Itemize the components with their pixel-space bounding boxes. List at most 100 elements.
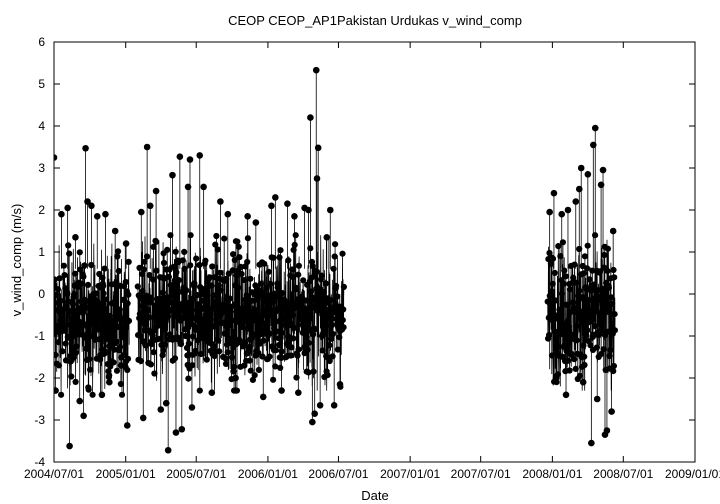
data-point-dense [249,376,256,383]
data-point-dense [208,282,215,289]
data-point-dense [202,257,209,264]
data-point-dense [191,280,198,287]
data-point-dense [289,273,296,281]
data-point-dense [199,316,206,323]
data-point-dense [66,250,73,257]
data-point-57 [314,144,322,152]
data-point-dense [175,277,182,284]
data-point-dense [290,335,297,342]
data-point-dense [234,284,242,291]
data-point-47 [284,200,291,207]
data-point-dense [333,282,340,290]
data-point-dense [570,274,577,281]
data-point-dense [61,272,68,279]
data-point-dense [160,347,167,354]
data-point-22 [143,143,151,151]
data-point-33 [186,156,194,163]
data-point-dense [71,291,78,298]
data-point-dense [573,323,580,330]
y-axis-title: v_wind_comp (m/s) [9,204,24,317]
data-point-dense [183,287,190,294]
x-tick-label: 2005/01/01 [96,467,156,481]
chart-title: CEOP CEOP_AP1Pakistan Urdukas v_wind_com… [228,13,522,28]
data-point-dense [84,304,91,311]
data-point-dense [273,328,281,335]
data-point-dense [583,265,591,272]
data-point-dense [295,262,302,269]
data-point-71 [577,164,585,172]
data-point-dense [120,296,127,303]
data-point-dense [563,335,570,342]
data-point-dense [221,330,228,337]
data-point-dense [571,356,578,363]
data-point-dense [80,273,87,280]
data-point-dense [269,298,276,305]
data-point-27 [164,446,172,454]
data-point-36 [200,183,207,191]
data-point-29 [172,429,180,436]
data-point-3 [58,210,65,218]
data-point-dense [322,280,329,287]
data-point-dense [577,308,584,315]
data-point-dense [328,321,335,329]
data-point-63 [546,208,553,216]
data-point-dense [288,352,295,359]
data-point-54 [311,410,318,418]
data-point-dense [267,280,274,287]
data-point-dense [257,280,265,287]
data-point-dense [273,318,280,325]
data-point-dense [221,235,228,242]
data-point-dense [573,337,580,344]
data-point-dense [115,248,122,255]
data-point-dense [255,349,262,356]
data-point-dense [299,321,306,328]
data-point-46 [278,387,285,394]
data-point-dense [211,343,218,350]
data-point-dense [165,273,172,280]
data-point-43 [259,393,267,401]
data-point-dense [265,268,272,275]
data-point-24 [152,187,160,195]
data-point-dense [229,267,236,274]
data-point-dense [560,331,567,338]
plot-area [54,66,619,454]
data-point-dense [216,348,223,355]
data-point-dense [320,289,327,296]
data-point-dense [572,365,579,372]
data-point-dense [59,312,66,319]
data-point-dense [77,266,84,273]
data-point-dense [214,246,221,253]
data-point-dense [54,291,59,298]
data-point-dense [276,341,283,349]
data-point-dense [233,272,240,279]
data-point-dense [78,280,85,287]
data-point-dense [149,276,157,283]
x-tick-label: 2008/07/01 [593,467,653,481]
data-point-dense [329,353,336,360]
data-point-dense [318,272,325,279]
data-point-56 [313,175,321,182]
data-point-dense [179,257,186,264]
data-point-dense [193,255,200,262]
data-point-dense [224,349,231,356]
data-point-dense [605,284,613,291]
data-point-7 [76,397,84,405]
data-point-dense [322,329,329,336]
data-point-dense [150,243,157,250]
data-point-dense [68,373,75,380]
data-point-dense [198,327,205,334]
data-point-dense [61,323,68,330]
data-point-dense [209,263,216,270]
data-point-dense [330,265,337,272]
data-point-dense [73,343,80,350]
data-point-dense [258,288,265,295]
data-point-dense [581,353,588,360]
data-point-dense [122,278,129,286]
data-point-dense [226,295,233,302]
data-point-dense [121,351,128,358]
data-point-dense [609,300,616,307]
data-point-dense [99,274,106,281]
data-point-dense [59,348,66,355]
data-point-dense [234,238,241,245]
data-point-dense [331,253,338,260]
